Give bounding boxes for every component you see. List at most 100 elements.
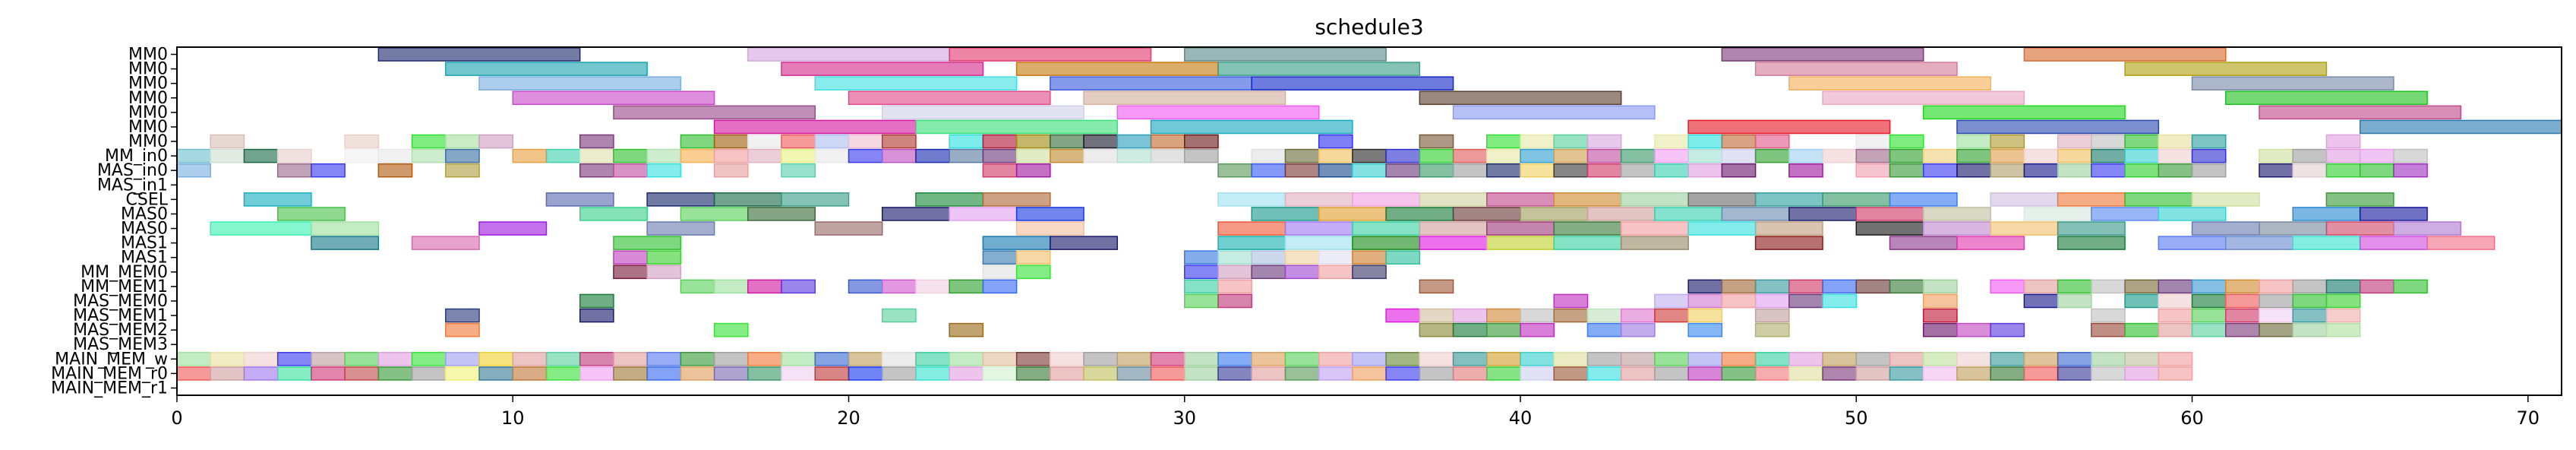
task-bar xyxy=(2124,148,2160,163)
task-bar xyxy=(1620,352,1656,366)
x-tick-label: 60 xyxy=(2180,407,2204,429)
task-bar xyxy=(545,352,581,366)
task-bar xyxy=(276,366,312,381)
task-bar xyxy=(545,148,581,163)
task-bar xyxy=(1318,265,1353,280)
task-bar xyxy=(1284,352,1320,366)
task-bar xyxy=(1184,265,1219,280)
task-bar xyxy=(881,352,917,366)
task-bar xyxy=(1083,134,1119,149)
x-tick-label: 40 xyxy=(1509,407,1533,429)
task-bar xyxy=(1352,250,1387,265)
task-bar xyxy=(1620,366,1656,381)
task-bar xyxy=(1385,352,1421,366)
task-bar xyxy=(1855,279,1891,294)
task-bar xyxy=(1486,236,1555,250)
task-bar xyxy=(1620,163,1656,178)
x-tick-label: 70 xyxy=(2517,407,2540,429)
task-bar xyxy=(1956,134,1991,149)
task-bar xyxy=(713,134,749,149)
task-bar xyxy=(2325,192,2394,207)
task-bar xyxy=(1184,134,1219,149)
task-bar xyxy=(512,148,548,163)
task-bar xyxy=(1116,352,1152,366)
y-tick-label: MM0 xyxy=(128,46,168,65)
task-bar xyxy=(1083,148,1119,163)
task-bar xyxy=(1956,366,1991,381)
task-bar xyxy=(445,322,480,338)
task-bar xyxy=(2359,119,2562,135)
chart-title: schedule3 xyxy=(1315,14,1423,40)
task-bar xyxy=(1520,352,1555,366)
task-bar xyxy=(1687,119,1891,135)
task-bar xyxy=(1788,352,1823,366)
task-bar xyxy=(1520,163,1555,178)
task-bar xyxy=(713,192,782,207)
task-bar xyxy=(1116,134,1152,149)
y-tick-label: MAS_MEM2 xyxy=(73,321,168,340)
task-bar xyxy=(2259,279,2293,294)
task-bar xyxy=(579,366,614,381)
task-bar xyxy=(2158,279,2193,294)
task-bar xyxy=(210,148,245,163)
task-bar xyxy=(579,163,614,178)
task-bar xyxy=(1419,308,1454,323)
task-bar xyxy=(680,207,749,221)
task-bar xyxy=(1822,279,1858,294)
y-tick-label: CSEL xyxy=(126,190,169,209)
task-bar xyxy=(1922,221,1991,236)
y-tick-label: MAIN_MEM_w xyxy=(55,350,168,369)
task-bar xyxy=(1352,265,1387,280)
task-bar xyxy=(1990,221,2059,236)
task-bar xyxy=(1217,352,1252,366)
task-bar xyxy=(2191,76,2394,90)
task-bar xyxy=(1855,221,1924,236)
task-bar xyxy=(982,279,1018,294)
task-bar xyxy=(814,76,1018,90)
task-bar xyxy=(1990,134,2025,149)
task-bar xyxy=(1553,293,1589,309)
task-bar xyxy=(311,366,346,381)
task-bar xyxy=(2224,322,2260,338)
task-bar xyxy=(512,90,715,106)
task-bar xyxy=(1754,134,1790,149)
task-bar xyxy=(210,221,312,236)
task-bar xyxy=(1015,163,1051,178)
task-bar xyxy=(915,279,950,294)
task-bar xyxy=(1015,207,1084,221)
task-bar xyxy=(210,366,245,381)
task-bar xyxy=(646,192,715,207)
task-bar xyxy=(646,352,682,366)
task-bar xyxy=(2359,207,2428,221)
task-bar xyxy=(1956,163,1991,178)
task-bar xyxy=(478,366,514,381)
task-bar xyxy=(1217,62,1421,76)
task-bar xyxy=(881,207,950,221)
task-bar xyxy=(2259,221,2328,236)
task-bar xyxy=(2158,148,2193,163)
task-bar xyxy=(1217,221,1286,236)
task-bar xyxy=(1586,352,1622,366)
task-bar xyxy=(1654,134,1689,149)
task-bar xyxy=(445,163,480,178)
task-bar xyxy=(2191,221,2260,236)
task-bar xyxy=(613,236,682,250)
task-bar xyxy=(1620,236,1689,250)
task-bar xyxy=(1788,148,1823,163)
task-bar xyxy=(276,352,312,366)
task-bar xyxy=(1654,148,1689,163)
task-bar xyxy=(2023,293,2059,309)
task-bar xyxy=(1284,250,1320,265)
task-bar xyxy=(2091,322,2126,338)
task-bar xyxy=(982,163,1018,178)
task-bar xyxy=(2259,148,2293,163)
task-bar xyxy=(1452,322,1488,338)
task-bar xyxy=(1922,366,1958,381)
task-bar xyxy=(1956,236,2025,250)
task-bar xyxy=(2259,163,2293,178)
task-bar xyxy=(1318,207,1387,221)
task-bar xyxy=(1251,250,1286,265)
task-bar xyxy=(2057,352,2092,366)
task-bar xyxy=(915,148,950,163)
